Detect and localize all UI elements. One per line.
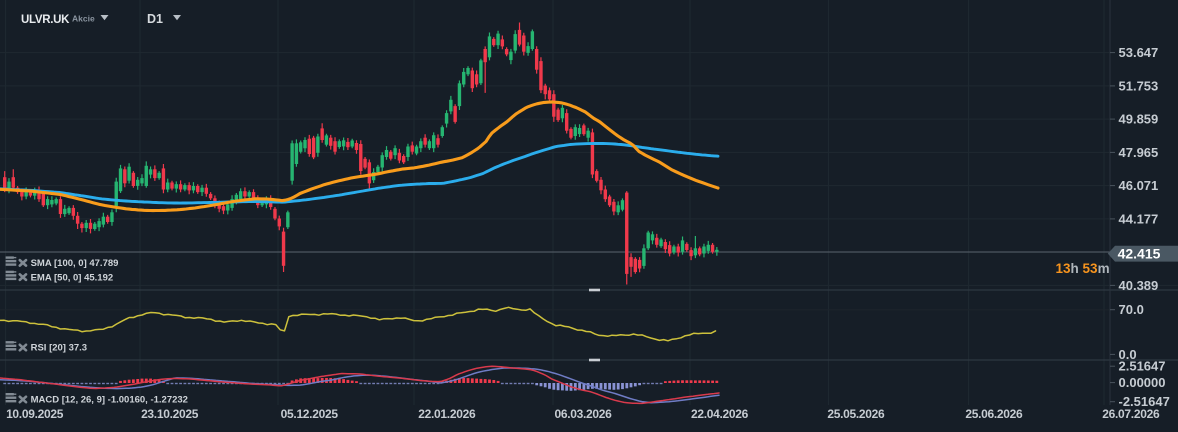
- svg-text:53.647: 53.647: [1119, 45, 1159, 60]
- svg-text:42.415: 42.415: [1118, 246, 1161, 262]
- svg-text:05.12.2025: 05.12.2025: [281, 407, 339, 421]
- svg-text:46.071: 46.071: [1119, 178, 1159, 193]
- svg-text:47.965: 47.965: [1119, 145, 1159, 160]
- svg-text:Akcie: Akcie: [72, 14, 95, 24]
- svg-text:EMA [50, 0] 45.192: EMA [50, 0] 45.192: [31, 272, 114, 283]
- svg-text:0.00000: 0.00000: [1119, 375, 1166, 390]
- svg-text:26.07.2026: 26.07.2026: [1102, 407, 1160, 421]
- svg-text:22.01.2026: 22.01.2026: [418, 407, 476, 421]
- svg-text:49.859: 49.859: [1119, 112, 1159, 127]
- svg-text:SMA [100, 0] 47.789: SMA [100, 0] 47.789: [31, 258, 119, 269]
- svg-text:23.10.2025: 23.10.2025: [141, 407, 199, 421]
- svg-text:25.06.2026: 25.06.2026: [965, 407, 1023, 421]
- svg-text:MACD [12, 26, 9] -1.00160, -1.: MACD [12, 26, 9] -1.00160, -1.27232: [31, 395, 188, 406]
- svg-text:70.0: 70.0: [1119, 302, 1144, 317]
- svg-text:40.389: 40.389: [1119, 278, 1159, 293]
- svg-text:13h 53m: 13h 53m: [1056, 261, 1110, 276]
- svg-text:D1: D1: [147, 12, 163, 26]
- svg-text:22.04.2026: 22.04.2026: [691, 407, 749, 421]
- svg-text:10.09.2025: 10.09.2025: [6, 407, 64, 421]
- svg-text:RSI [20] 37.3: RSI [20] 37.3: [31, 343, 88, 354]
- svg-text:25.05.2026: 25.05.2026: [827, 407, 885, 421]
- svg-text:51.753: 51.753: [1119, 78, 1159, 93]
- svg-text:ULVR.UK: ULVR.UK: [21, 14, 70, 26]
- svg-text:0.0: 0.0: [1119, 347, 1137, 362]
- svg-text:44.177: 44.177: [1119, 211, 1159, 226]
- svg-text:-2.51647: -2.51647: [1119, 394, 1170, 409]
- svg-text:2.51647: 2.51647: [1119, 359, 1166, 374]
- svg-text:06.03.2026: 06.03.2026: [554, 407, 612, 421]
